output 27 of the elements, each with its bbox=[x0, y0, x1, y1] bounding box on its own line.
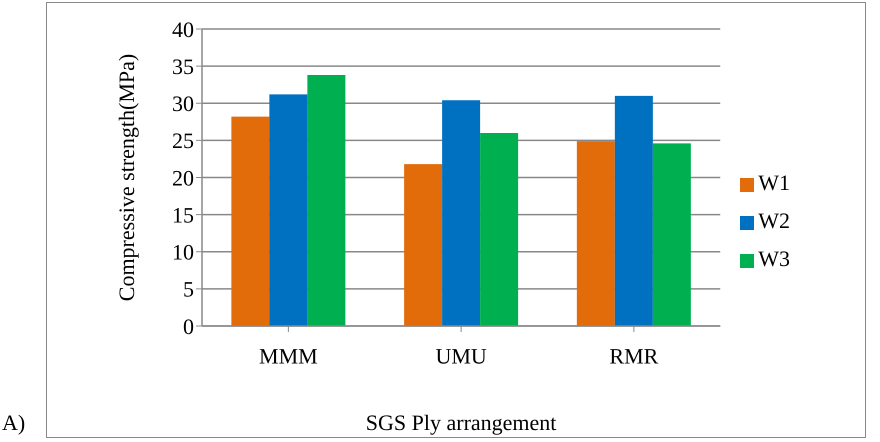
x-axis-title: SGS Ply arrangement bbox=[366, 410, 556, 435]
bar bbox=[614, 96, 653, 326]
bar bbox=[480, 132, 518, 326]
y-axis-title: Compressive strength(MPa) bbox=[114, 54, 139, 302]
y-tick-label: 0 bbox=[183, 314, 194, 339]
x-tick-label: RMR bbox=[609, 344, 659, 369]
bar bbox=[231, 116, 270, 326]
legend-label: W2 bbox=[758, 208, 790, 233]
bar bbox=[307, 75, 346, 326]
y-tick-label: 35 bbox=[172, 54, 194, 79]
text: A) bbox=[2, 410, 26, 436]
y-tick-label: 25 bbox=[172, 128, 194, 154]
y-tick-label: 40 bbox=[172, 16, 194, 42]
y-tick-label: 20 bbox=[172, 165, 194, 190]
y-tick-label: 5 bbox=[183, 276, 194, 302]
y-tick-label: 30 bbox=[172, 91, 194, 116]
bar bbox=[269, 94, 308, 326]
legend-label: W1 bbox=[758, 170, 790, 195]
bar bbox=[442, 100, 480, 326]
x-tick-label: UMU bbox=[435, 344, 487, 369]
y-tick-label: 15 bbox=[172, 202, 194, 228]
bar bbox=[652, 143, 691, 326]
x-tick-label: MMM bbox=[259, 344, 318, 369]
bar bbox=[576, 141, 615, 326]
bar bbox=[404, 164, 442, 326]
legend-label: W3 bbox=[758, 246, 790, 271]
y-tick-label: 10 bbox=[172, 240, 194, 265]
